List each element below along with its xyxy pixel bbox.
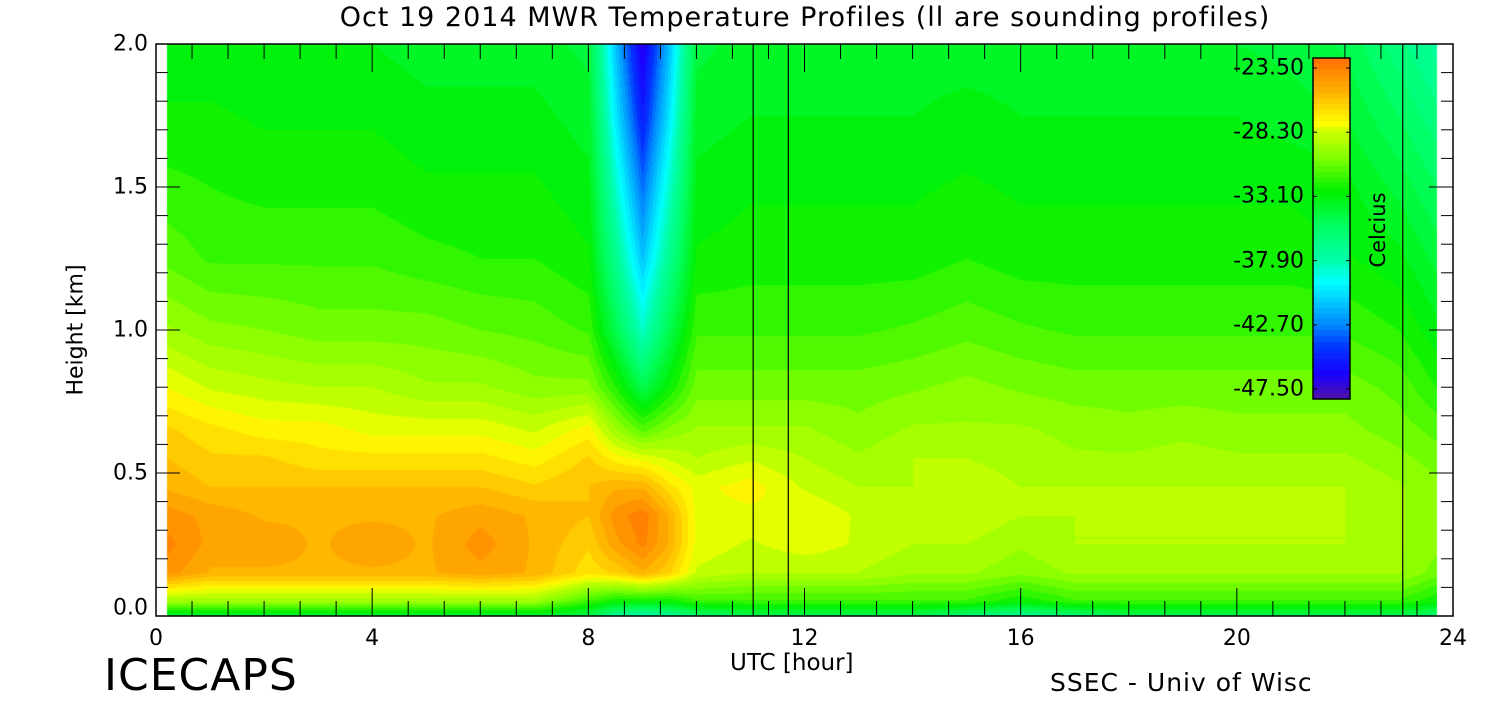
colorbar-tick-label: -47.50: [1233, 376, 1304, 402]
colorbar-label: Celcius: [1366, 192, 1390, 268]
y-tick-label: 1.0: [113, 317, 148, 343]
x-tick-label: 4: [365, 626, 380, 651]
x-axis-label: UTC [hour]: [730, 650, 854, 676]
y-tick-label: 0.0: [113, 595, 148, 621]
y-axis-label: Height [km]: [63, 264, 89, 396]
y-tick-label: 1.5: [113, 174, 148, 200]
colorbar-tick-label: -28.30: [1233, 119, 1304, 145]
colorbar-tick-label: -23.50: [1233, 55, 1304, 81]
x-tick-label: 0: [149, 626, 163, 651]
colorbar-tick-label: -37.90: [1233, 248, 1304, 274]
y-tick-label: 2.0: [113, 31, 148, 57]
x-tick-label: 8: [581, 626, 596, 651]
colorbar-tick-label: -42.70: [1233, 312, 1304, 338]
x-tick-label: 24: [1439, 626, 1467, 651]
x-tick-label: 16: [1006, 626, 1035, 651]
colorbar-tick-label: -33.10: [1233, 183, 1304, 209]
x-tick-label: 12: [790, 626, 819, 651]
credit-text: SSEC - Univ of Wisc: [1050, 668, 1313, 697]
y-tick-label: 0.5: [113, 460, 148, 486]
icecaps-logo-text: ICECAPS: [104, 650, 298, 701]
x-tick-label: 20: [1222, 626, 1251, 651]
colorbar: [1312, 57, 1351, 400]
chart-title: Oct 19 2014 MWR Temperature Profiles (ll…: [339, 2, 1271, 33]
